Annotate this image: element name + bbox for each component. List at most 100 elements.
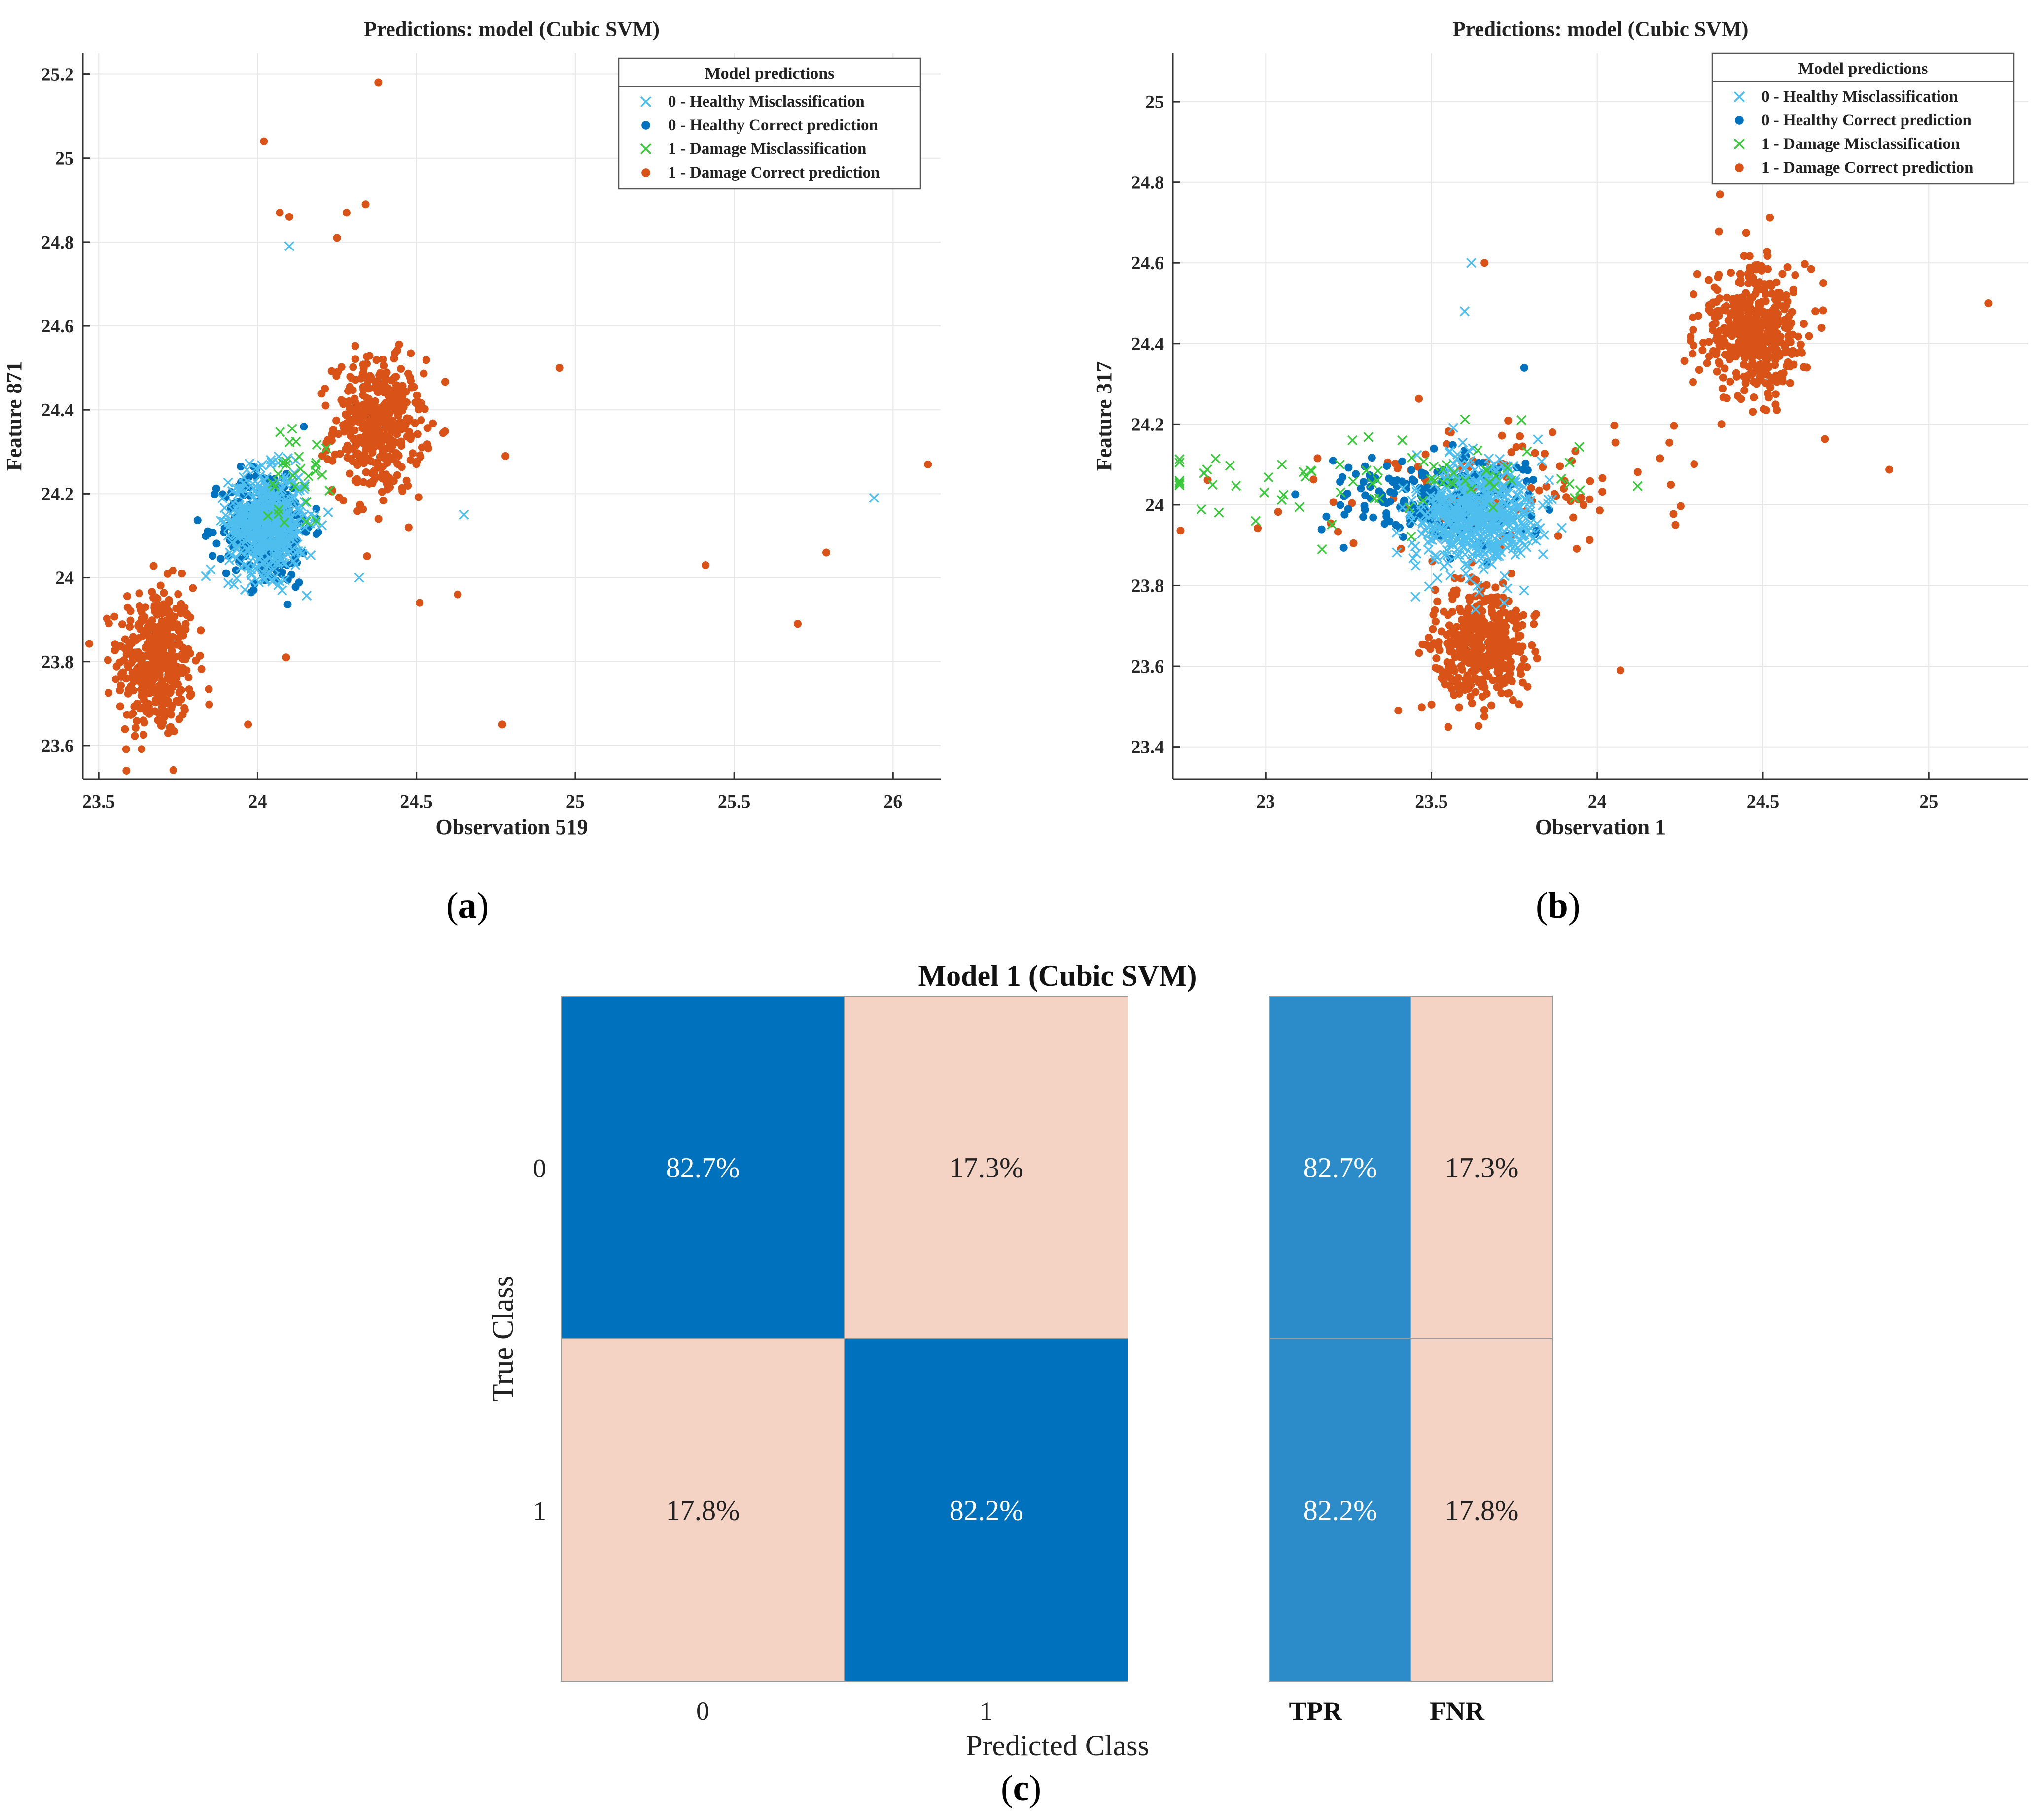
damage-correct-point xyxy=(1488,644,1496,653)
damage-correct-point xyxy=(1695,366,1703,374)
damage-correct-point xyxy=(1732,372,1741,381)
damage-correct-point xyxy=(1516,432,1524,440)
healthy-misclassification-point xyxy=(1470,538,1480,549)
legend-title: Model predictions xyxy=(705,65,835,83)
healthy-misclassification-point xyxy=(232,544,242,554)
damage-correct-point xyxy=(1535,486,1544,495)
y-tick-label: 24.4 xyxy=(1131,334,1164,355)
damage-correct-point xyxy=(1786,379,1794,387)
damage-correct-point xyxy=(1452,590,1460,599)
damage-correct-point xyxy=(1432,617,1440,626)
damage-correct-point xyxy=(1745,271,1753,280)
damage-correct-point xyxy=(1734,295,1742,304)
damage-correct-point xyxy=(1726,377,1734,386)
data-points xyxy=(1174,190,1993,731)
y-tick-label: 25 xyxy=(55,148,74,169)
healthy-misclassification-point xyxy=(230,513,241,524)
healthy-correct-point xyxy=(1375,487,1383,496)
healthy-misclassification-point xyxy=(1443,526,1454,536)
damage-correct-point xyxy=(138,605,146,614)
healthy-misclassification-point xyxy=(1527,534,1538,544)
healthy-correct-point xyxy=(1448,441,1457,449)
healthy-correct-point xyxy=(1520,363,1528,372)
damage-correct-point xyxy=(1779,369,1788,377)
y-tick-label: 23.6 xyxy=(41,736,74,756)
damage-misclassification-point xyxy=(263,511,273,521)
healthy-misclassification-point xyxy=(268,520,279,531)
healthy-correct-point xyxy=(1344,463,1353,472)
healthy-misclassification-point xyxy=(311,518,321,529)
damage-correct-point xyxy=(373,377,382,385)
damage-correct-point xyxy=(119,668,127,677)
damage-correct-point xyxy=(151,696,160,704)
damage-misclassification-point xyxy=(275,427,285,437)
damage-correct-point xyxy=(1455,689,1463,698)
y-tick-label: 24.2 xyxy=(1131,414,1164,435)
rate-value-1-0: 82.2% xyxy=(1304,1495,1377,1527)
damage-misclassification-point xyxy=(1174,457,1185,468)
healthy-misclassification-point xyxy=(1438,495,1448,505)
damage-correct-point xyxy=(1611,438,1620,447)
damage-correct-point xyxy=(1348,499,1356,507)
damage-correct-point xyxy=(380,386,388,394)
damage-correct-point xyxy=(702,561,710,570)
damage-correct-point xyxy=(145,652,154,660)
healthy-misclassification-point xyxy=(1536,456,1547,466)
healthy-misclassification-point xyxy=(293,472,304,483)
damage-misclassification-point xyxy=(311,515,321,526)
damage-correct-point xyxy=(1610,421,1619,429)
healthy-misclassification-point xyxy=(1512,490,1522,500)
damage-correct-point xyxy=(1415,394,1423,403)
healthy-correct-point xyxy=(1359,513,1368,521)
healthy-misclassification-point xyxy=(223,477,233,488)
damage-misclassification-point xyxy=(279,517,289,528)
damage-correct-point xyxy=(1771,361,1779,369)
healthy-correct-point xyxy=(1322,512,1331,521)
damage-correct-point xyxy=(1799,320,1808,328)
damage-correct-point xyxy=(331,450,339,459)
damage-correct-point xyxy=(1694,312,1702,320)
damage-correct-point xyxy=(1487,607,1496,615)
y-tick-label: 24.8 xyxy=(41,232,74,253)
damage-correct-point xyxy=(1763,328,1772,337)
damage-misclassification-point xyxy=(311,458,321,468)
healthy-correct-point xyxy=(1352,470,1360,478)
healthy-misclassification-point xyxy=(253,483,263,494)
healthy-misclassification-point xyxy=(1467,554,1478,564)
damage-correct-point xyxy=(1797,340,1805,349)
healthy-misclassification-point xyxy=(1447,503,1458,514)
damage-correct-point xyxy=(282,653,290,662)
rate-cell-1-1 xyxy=(1410,1338,1553,1682)
healthy-misclassification-point xyxy=(306,550,316,561)
damage-correct-point xyxy=(381,420,389,428)
healthy-misclassification-point xyxy=(1446,492,1457,503)
damage-misclassification-point xyxy=(1306,466,1317,476)
healthy-misclassification-point xyxy=(257,543,267,554)
damage-correct-point xyxy=(346,469,354,478)
healthy-misclassification-point xyxy=(250,563,261,573)
damage-correct-point xyxy=(205,700,213,709)
damage-misclassification-point xyxy=(287,424,297,434)
rate-label-fnr: FNR xyxy=(1430,1696,1485,1726)
damage-correct-point xyxy=(168,616,176,625)
damage-correct-point xyxy=(374,515,383,523)
healthy-misclassification-point xyxy=(280,575,290,585)
healthy-misclassification-point xyxy=(1410,561,1421,571)
y-tick-label: 23.8 xyxy=(1131,575,1164,596)
healthy-correct-point xyxy=(1383,462,1391,470)
x-tick-label: 25 xyxy=(566,791,585,812)
damage-correct-point xyxy=(111,640,119,648)
damage-correct-point xyxy=(1718,384,1727,392)
healthy-misclassification-point xyxy=(284,534,295,544)
damage-correct-point xyxy=(1726,345,1734,353)
healthy-misclassification-point xyxy=(1519,482,1529,493)
damage-misclassification-point xyxy=(1556,473,1566,484)
damage-correct-point xyxy=(1334,528,1342,536)
damage-misclassification-point xyxy=(1404,502,1414,513)
damage-correct-point xyxy=(361,200,370,209)
healthy-misclassification-point xyxy=(1509,477,1519,487)
healthy-correct-point xyxy=(209,552,217,560)
damage-correct-point xyxy=(379,496,388,504)
healthy-correct-point xyxy=(1382,512,1391,521)
healthy-misclassification-point xyxy=(1499,571,1510,581)
